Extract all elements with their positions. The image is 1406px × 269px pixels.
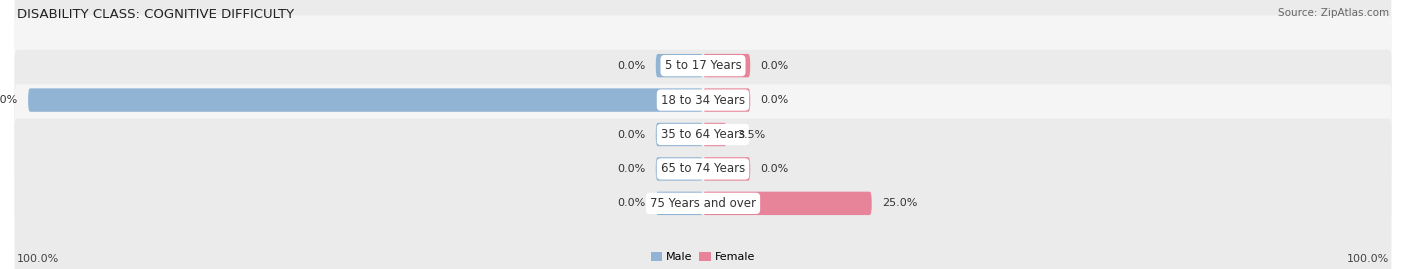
FancyBboxPatch shape: [655, 54, 703, 77]
FancyBboxPatch shape: [703, 192, 872, 215]
Text: 0.0%: 0.0%: [761, 95, 789, 105]
Text: 0.0%: 0.0%: [617, 198, 645, 208]
Text: 0.0%: 0.0%: [761, 164, 789, 174]
FancyBboxPatch shape: [14, 0, 1392, 150]
FancyBboxPatch shape: [14, 50, 1392, 219]
Text: 0.0%: 0.0%: [617, 129, 645, 140]
FancyBboxPatch shape: [14, 15, 1392, 185]
Legend: Male, Female: Male, Female: [647, 247, 759, 267]
FancyBboxPatch shape: [703, 157, 751, 181]
FancyBboxPatch shape: [655, 157, 703, 181]
FancyBboxPatch shape: [14, 84, 1392, 254]
Text: DISABILITY CLASS: COGNITIVE DIFFICULTY: DISABILITY CLASS: COGNITIVE DIFFICULTY: [17, 8, 294, 21]
FancyBboxPatch shape: [14, 119, 1392, 269]
Text: 65 to 74 Years: 65 to 74 Years: [661, 162, 745, 175]
Text: 25.0%: 25.0%: [882, 198, 917, 208]
FancyBboxPatch shape: [703, 54, 751, 77]
Text: 0.0%: 0.0%: [761, 61, 789, 71]
FancyBboxPatch shape: [703, 123, 727, 146]
Text: 35 to 64 Years: 35 to 64 Years: [661, 128, 745, 141]
FancyBboxPatch shape: [703, 88, 751, 112]
Text: 100.0%: 100.0%: [1347, 254, 1389, 264]
Text: 3.5%: 3.5%: [737, 129, 765, 140]
Text: Source: ZipAtlas.com: Source: ZipAtlas.com: [1278, 8, 1389, 18]
FancyBboxPatch shape: [655, 192, 703, 215]
Text: 0.0%: 0.0%: [617, 61, 645, 71]
Text: 0.0%: 0.0%: [617, 164, 645, 174]
FancyBboxPatch shape: [28, 88, 703, 112]
Text: 75 Years and over: 75 Years and over: [650, 197, 756, 210]
Text: 100.0%: 100.0%: [0, 95, 18, 105]
FancyBboxPatch shape: [655, 123, 703, 146]
Text: 100.0%: 100.0%: [17, 254, 59, 264]
Text: 18 to 34 Years: 18 to 34 Years: [661, 94, 745, 107]
Text: 5 to 17 Years: 5 to 17 Years: [665, 59, 741, 72]
